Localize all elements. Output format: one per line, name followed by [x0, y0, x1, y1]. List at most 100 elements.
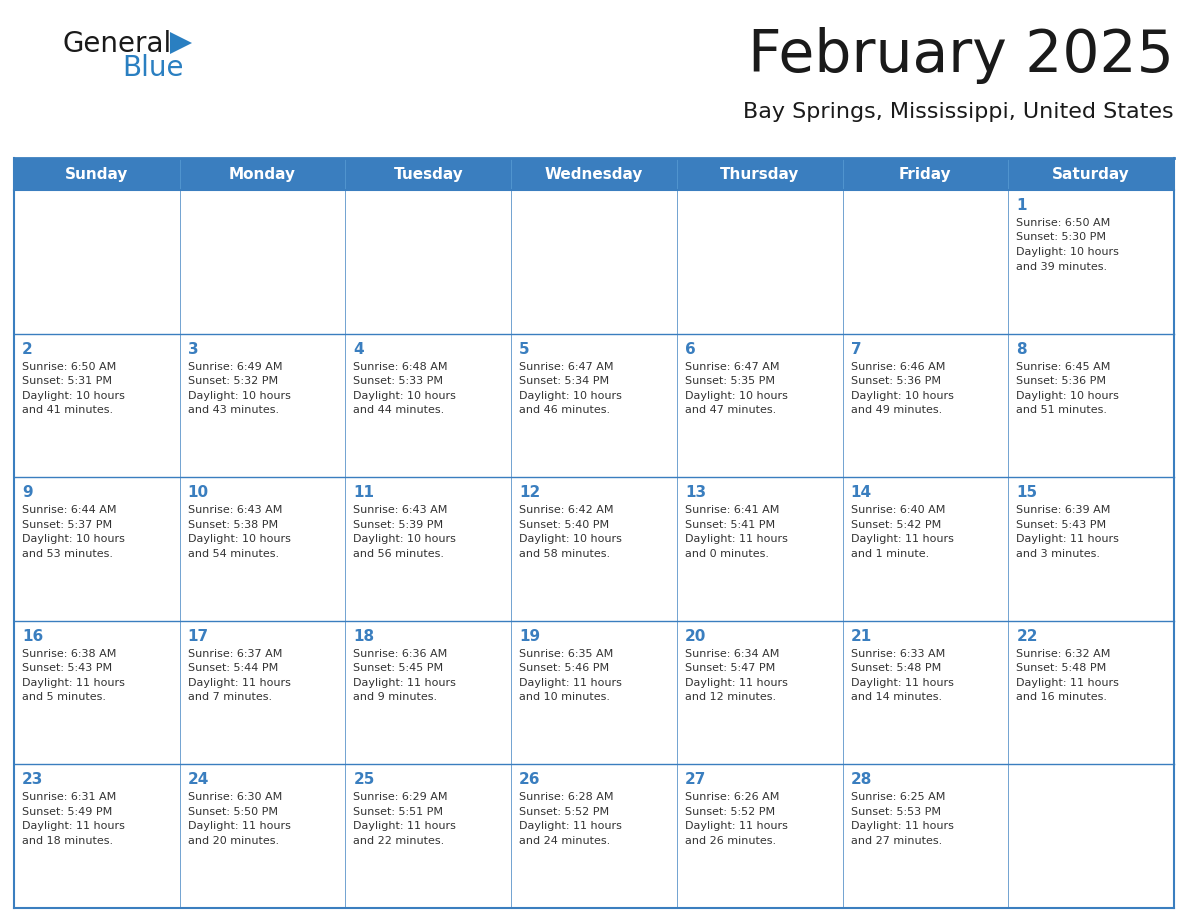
Text: 27: 27: [684, 772, 706, 788]
Text: 21: 21: [851, 629, 872, 644]
Text: and 16 minutes.: and 16 minutes.: [1016, 692, 1107, 702]
Bar: [511, 158, 677, 190]
Text: Sunrise: 6:29 AM: Sunrise: 6:29 AM: [353, 792, 448, 802]
Text: Daylight: 11 hours: Daylight: 11 hours: [23, 822, 125, 832]
Text: Sunrise: 6:33 AM: Sunrise: 6:33 AM: [851, 649, 944, 659]
Text: and 5 minutes.: and 5 minutes.: [23, 692, 106, 702]
Bar: [179, 190, 346, 333]
Text: Sunrise: 6:45 AM: Sunrise: 6:45 AM: [1016, 362, 1111, 372]
Text: 2: 2: [23, 341, 33, 356]
Text: 26: 26: [519, 772, 541, 788]
Bar: [179, 765, 346, 908]
Text: 16: 16: [23, 629, 43, 644]
Text: Sunrise: 6:50 AM: Sunrise: 6:50 AM: [23, 362, 116, 372]
Text: 28: 28: [851, 772, 872, 788]
Bar: [511, 477, 677, 621]
Bar: [677, 477, 842, 621]
Bar: [346, 158, 511, 190]
Text: Sunrise: 6:47 AM: Sunrise: 6:47 AM: [519, 362, 614, 372]
Text: Sunrise: 6:28 AM: Sunrise: 6:28 AM: [519, 792, 614, 802]
Bar: [842, 333, 1009, 477]
Text: 18: 18: [353, 629, 374, 644]
Text: Bay Springs, Mississippi, United States: Bay Springs, Mississippi, United States: [744, 102, 1174, 122]
Text: Sunset: 5:34 PM: Sunset: 5:34 PM: [519, 376, 609, 386]
Text: and 49 minutes.: and 49 minutes.: [851, 405, 942, 415]
Text: Sunset: 5:31 PM: Sunset: 5:31 PM: [23, 376, 112, 386]
Text: 10: 10: [188, 486, 209, 500]
Text: and 54 minutes.: and 54 minutes.: [188, 549, 279, 559]
Text: Daylight: 11 hours: Daylight: 11 hours: [1016, 677, 1119, 688]
Text: Wednesday: Wednesday: [545, 166, 643, 182]
Text: 23: 23: [23, 772, 44, 788]
Text: Sunrise: 6:47 AM: Sunrise: 6:47 AM: [684, 362, 779, 372]
Bar: [14, 621, 179, 765]
Bar: [179, 477, 346, 621]
Text: and 7 minutes.: and 7 minutes.: [188, 692, 272, 702]
Text: Daylight: 11 hours: Daylight: 11 hours: [353, 822, 456, 832]
Text: Daylight: 11 hours: Daylight: 11 hours: [353, 677, 456, 688]
Text: Sunset: 5:53 PM: Sunset: 5:53 PM: [851, 807, 941, 817]
Text: and 0 minutes.: and 0 minutes.: [684, 549, 769, 559]
Bar: [346, 765, 511, 908]
Text: and 1 minute.: and 1 minute.: [851, 549, 929, 559]
Text: Sunset: 5:48 PM: Sunset: 5:48 PM: [1016, 664, 1106, 673]
Text: and 56 minutes.: and 56 minutes.: [353, 549, 444, 559]
Text: Sunset: 5:35 PM: Sunset: 5:35 PM: [684, 376, 775, 386]
Bar: [511, 190, 677, 333]
Text: Sunrise: 6:43 AM: Sunrise: 6:43 AM: [353, 505, 448, 515]
Text: 11: 11: [353, 486, 374, 500]
Bar: [1009, 477, 1174, 621]
Bar: [511, 333, 677, 477]
Text: Sunday: Sunday: [65, 166, 128, 182]
Bar: [677, 765, 842, 908]
Text: and 51 minutes.: and 51 minutes.: [1016, 405, 1107, 415]
Text: Daylight: 11 hours: Daylight: 11 hours: [188, 822, 291, 832]
Bar: [346, 621, 511, 765]
Text: Sunrise: 6:49 AM: Sunrise: 6:49 AM: [188, 362, 283, 372]
Text: Thursday: Thursday: [720, 166, 800, 182]
Text: Daylight: 11 hours: Daylight: 11 hours: [519, 822, 623, 832]
Text: Daylight: 10 hours: Daylight: 10 hours: [851, 390, 954, 400]
Text: Daylight: 10 hours: Daylight: 10 hours: [353, 390, 456, 400]
Text: and 14 minutes.: and 14 minutes.: [851, 692, 942, 702]
Text: Tuesday: Tuesday: [393, 166, 463, 182]
Text: Sunset: 5:36 PM: Sunset: 5:36 PM: [1016, 376, 1106, 386]
Bar: [179, 621, 346, 765]
Text: and 41 minutes.: and 41 minutes.: [23, 405, 113, 415]
Text: and 26 minutes.: and 26 minutes.: [684, 836, 776, 845]
Text: Sunset: 5:33 PM: Sunset: 5:33 PM: [353, 376, 443, 386]
Bar: [842, 477, 1009, 621]
Text: Daylight: 11 hours: Daylight: 11 hours: [188, 677, 291, 688]
Text: Sunrise: 6:42 AM: Sunrise: 6:42 AM: [519, 505, 614, 515]
Polygon shape: [170, 32, 192, 54]
Text: Sunrise: 6:46 AM: Sunrise: 6:46 AM: [851, 362, 944, 372]
Text: Sunset: 5:37 PM: Sunset: 5:37 PM: [23, 520, 112, 530]
Text: Sunset: 5:40 PM: Sunset: 5:40 PM: [519, 520, 609, 530]
Text: Daylight: 10 hours: Daylight: 10 hours: [1016, 390, 1119, 400]
Text: and 43 minutes.: and 43 minutes.: [188, 405, 279, 415]
Text: February 2025: February 2025: [748, 27, 1174, 84]
Text: Daylight: 10 hours: Daylight: 10 hours: [519, 534, 623, 544]
Text: Sunset: 5:46 PM: Sunset: 5:46 PM: [519, 664, 609, 673]
Text: Sunset: 5:52 PM: Sunset: 5:52 PM: [684, 807, 775, 817]
Bar: [179, 158, 346, 190]
Text: Sunrise: 6:26 AM: Sunrise: 6:26 AM: [684, 792, 779, 802]
Text: Sunrise: 6:35 AM: Sunrise: 6:35 AM: [519, 649, 613, 659]
Text: Daylight: 10 hours: Daylight: 10 hours: [519, 390, 623, 400]
Text: 6: 6: [684, 341, 696, 356]
Text: 7: 7: [851, 341, 861, 356]
Text: Daylight: 10 hours: Daylight: 10 hours: [23, 390, 125, 400]
Text: Sunset: 5:48 PM: Sunset: 5:48 PM: [851, 664, 941, 673]
Bar: [511, 765, 677, 908]
Bar: [1009, 190, 1174, 333]
Text: 22: 22: [1016, 629, 1038, 644]
Text: Sunrise: 6:40 AM: Sunrise: 6:40 AM: [851, 505, 944, 515]
Bar: [1009, 621, 1174, 765]
Text: and 47 minutes.: and 47 minutes.: [684, 405, 776, 415]
Text: Sunrise: 6:50 AM: Sunrise: 6:50 AM: [1016, 218, 1111, 228]
Text: and 39 minutes.: and 39 minutes.: [1016, 262, 1107, 272]
Text: and 10 minutes.: and 10 minutes.: [519, 692, 611, 702]
Text: and 58 minutes.: and 58 minutes.: [519, 549, 611, 559]
Text: Friday: Friday: [899, 166, 952, 182]
Text: 19: 19: [519, 629, 541, 644]
